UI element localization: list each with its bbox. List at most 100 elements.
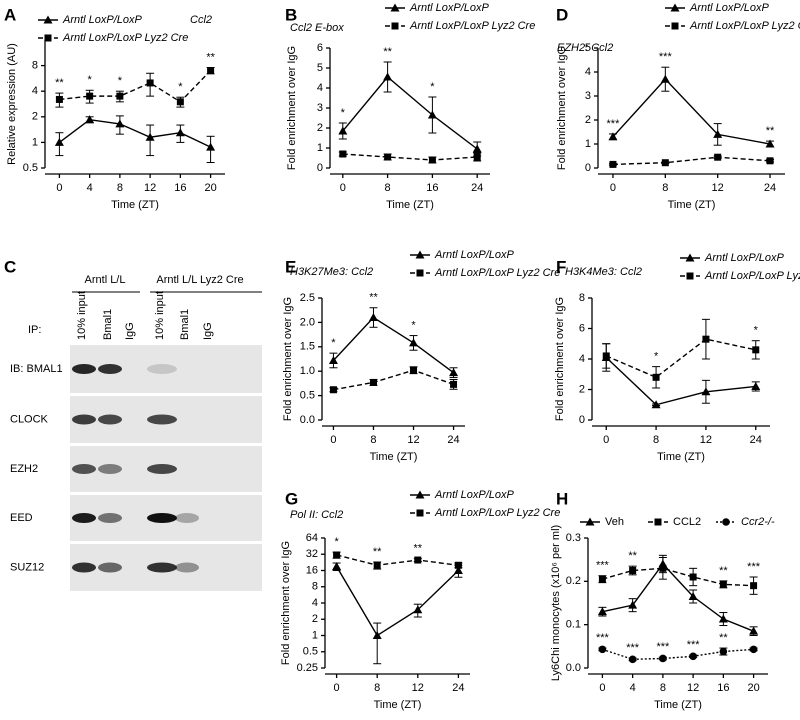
x-tick-label: 0 [330, 434, 336, 446]
marker-square [714, 153, 722, 161]
y-tick-label: 4 [579, 353, 585, 365]
legend-label: Arntl LoxP/LoxP [689, 2, 770, 14]
significance: * [87, 74, 92, 86]
legend-entry: Arntl LoxP/LoxP Lyz2 Cre [665, 20, 800, 32]
y-tick-label: 8 [579, 292, 585, 304]
marker-square [146, 79, 154, 87]
significance: *** [596, 632, 610, 644]
marker-square [384, 153, 392, 161]
blot-band [98, 513, 122, 523]
row-label: EZH2 [10, 463, 38, 475]
significance: * [334, 536, 339, 548]
x-tick-label: 20 [747, 682, 759, 694]
series-line [59, 70, 212, 103]
x-axis-label: Time (ZT) [657, 451, 705, 463]
marker-circle [719, 647, 728, 656]
marker-triangle [54, 137, 64, 146]
y-tick-label: 3 [317, 102, 323, 114]
y-tick-label: 0.0 [566, 662, 581, 674]
significance: *** [626, 642, 640, 654]
legend-label: Arntl LoxP/LoxP Lyz2 Cre [434, 507, 560, 519]
marker-triangle [688, 592, 698, 600]
blot-band [175, 513, 199, 523]
y-tick-label: 0.2 [566, 575, 581, 587]
x-tick-label: 16 [174, 182, 186, 194]
legend-entry: Arntl LoxP/LoxP [385, 2, 490, 14]
significance: *** [659, 51, 673, 63]
panel-letter: F [556, 257, 566, 276]
y-axis-label: Fold enrichment over IgG [554, 297, 566, 421]
group-label: Arntl L/L [85, 274, 126, 286]
significance: *** [687, 639, 701, 651]
x-tick-label: 16 [426, 182, 438, 194]
panel-letter: B [285, 5, 297, 24]
x-tick-label: 12 [712, 182, 724, 194]
significance: ** [766, 125, 775, 137]
x-tick-label: 12 [687, 682, 699, 694]
series-line [605, 338, 756, 379]
marker-square [652, 373, 660, 381]
significance: ** [55, 77, 64, 89]
x-tick-label: 0 [610, 182, 616, 194]
significance: * [178, 81, 183, 93]
y-tick-label: 4 [317, 82, 323, 94]
blot-band [147, 464, 177, 474]
series-line [335, 566, 459, 637]
marker-triangle [409, 338, 419, 347]
x-tick-label: 24 [447, 434, 459, 446]
marker-triangle [472, 144, 482, 153]
x-tick-label: 4 [630, 682, 636, 694]
y-tick-label: 5 [585, 42, 591, 54]
series-line [58, 118, 211, 148]
y-tick-label: 0.1 [566, 619, 581, 631]
panel-letter: G [285, 489, 298, 508]
legend-entry: Veh [580, 516, 624, 528]
significance: ** [719, 632, 728, 644]
significance: * [331, 337, 336, 349]
marker-triangle [427, 110, 437, 119]
marker-square [602, 352, 610, 360]
marker-square [116, 92, 124, 100]
y-tick-label: 1 [312, 629, 318, 641]
x-tick-label: 0 [334, 682, 340, 694]
marker-square [428, 156, 436, 164]
x-tick-label: 20 [204, 182, 216, 194]
blot-band [72, 414, 96, 425]
marker-triangle [597, 607, 607, 616]
y-axis-label: Ly6Chi monocytes (x10⁶ per ml) [550, 525, 562, 681]
y-tick-label: 0.5 [303, 646, 318, 658]
x-tick-label: 12 [407, 434, 419, 446]
marker-square [450, 380, 458, 388]
row-label: CLOCK [10, 413, 49, 425]
marker-triangle [175, 128, 185, 137]
significance: * [411, 319, 416, 331]
x-tick-label: 4 [87, 182, 93, 194]
panel-letter: A [4, 5, 16, 24]
blot-band [72, 364, 96, 374]
marker-square [598, 575, 606, 583]
x-axis-label: Time (ZT) [386, 199, 434, 211]
marker-square [689, 573, 697, 581]
marker-square [686, 272, 694, 280]
row-label: EED [10, 512, 33, 524]
marker-triangle [328, 355, 338, 364]
marker-triangle [585, 517, 595, 526]
marker-triangle [372, 631, 382, 639]
legend-entry: Arntl LoxP/LoxP Lyz2 Cre [38, 32, 188, 44]
marker-circle [749, 645, 758, 654]
marker-square [752, 346, 760, 354]
y-tick-label: 4 [585, 66, 591, 78]
chart-title: EZH2: Ccl2 [557, 42, 613, 54]
y-tick-label: 1 [585, 138, 591, 150]
y-axis-label: Fold enrichment over IgG [282, 297, 294, 421]
marker-square [766, 157, 774, 165]
marker-square [176, 98, 184, 106]
legend-entry: Arntl LoxP/LoxP [410, 489, 515, 501]
x-tick-label: 12 [144, 182, 156, 194]
marker-triangle [390, 3, 400, 12]
y-tick-label: 8 [32, 60, 38, 72]
significance: * [754, 325, 759, 337]
marker-square [410, 366, 418, 374]
marker-triangle [413, 605, 423, 614]
